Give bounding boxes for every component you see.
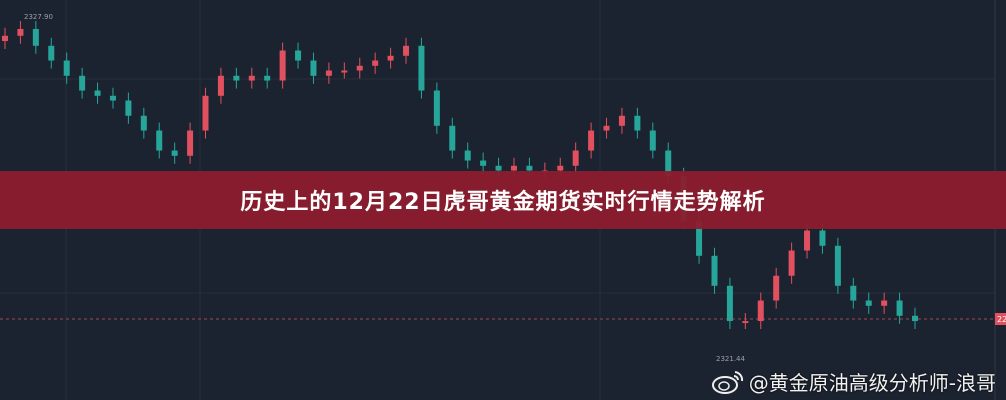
candle-body: [418, 45, 425, 91]
candle-body: [742, 321, 749, 324]
candle-body: [295, 50, 302, 61]
last-price-tag-text: 22: [997, 315, 1006, 324]
candle-body: [217, 75, 224, 96]
candle-body: [773, 275, 780, 301]
candle-body: [202, 95, 209, 131]
candle-body: [372, 60, 379, 66]
candle-body: [63, 60, 70, 76]
candle-body: [572, 150, 579, 166]
candle-body: [2, 35, 8, 42]
candle-body: [696, 221, 703, 256]
candle-body: [156, 130, 163, 151]
last-price-tag: [995, 313, 1006, 325]
candle-body: [325, 70, 332, 76]
candle-body: [171, 150, 178, 156]
candle-body: [711, 255, 718, 286]
low-label: 2321.44: [716, 355, 745, 363]
candle-body: [79, 75, 86, 91]
candle-body: [726, 285, 733, 322]
candle-body: [495, 165, 502, 171]
candle-body: [187, 130, 194, 156]
watermark: @黄金原油高级分析师-浪哥: [711, 367, 996, 396]
candle-body: [233, 75, 240, 81]
candle-body: [310, 60, 317, 76]
candle-body: [109, 95, 116, 101]
candle-body: [48, 45, 55, 61]
candle-body: [665, 150, 672, 176]
candle-body: [896, 300, 903, 316]
candle-body: [649, 130, 656, 151]
candle-body: [834, 245, 841, 286]
candle-body: [341, 70, 348, 73]
candle-body: [510, 165, 517, 171]
candle-body: [757, 300, 764, 322]
high-label: 2327.90: [24, 13, 53, 21]
candle-body: [603, 125, 610, 131]
title-banner: 历史上的12月22日虎哥黄金期货实时行情走势解析: [0, 171, 1006, 229]
candle-body: [634, 115, 641, 131]
candle-body: [865, 300, 872, 306]
candle-body: [140, 115, 147, 131]
candle-body: [125, 100, 132, 116]
candle-body: [819, 230, 826, 246]
candle-body: [480, 160, 487, 166]
candle-body: [557, 165, 564, 171]
candle-body: [804, 230, 811, 251]
candle-body: [433, 90, 440, 126]
candle-body: [94, 90, 101, 96]
candle-body: [387, 55, 394, 61]
candle-body: [403, 45, 410, 56]
candle-body: [526, 165, 533, 171]
candle-body: [618, 115, 625, 126]
candle-body: [32, 28, 39, 46]
candle-body: [264, 75, 271, 81]
page-title: 历史上的12月22日虎哥黄金期货实时行情走势解析: [240, 190, 766, 215]
candle-body: [588, 130, 595, 151]
candle-body: [356, 65, 363, 71]
weibo-logo-icon: [711, 370, 743, 394]
candle-body: [788, 250, 795, 276]
candle-body: [850, 285, 857, 301]
candle-body: [17, 28, 24, 36]
candle-body: [912, 315, 918, 322]
candle-body: [881, 300, 888, 306]
candle-body: [279, 50, 286, 81]
watermark-text: @黄金原油高级分析师-浪哥: [748, 371, 996, 395]
candle-body: [464, 150, 471, 161]
candle-body: [248, 75, 255, 81]
candle-body: [449, 125, 456, 151]
